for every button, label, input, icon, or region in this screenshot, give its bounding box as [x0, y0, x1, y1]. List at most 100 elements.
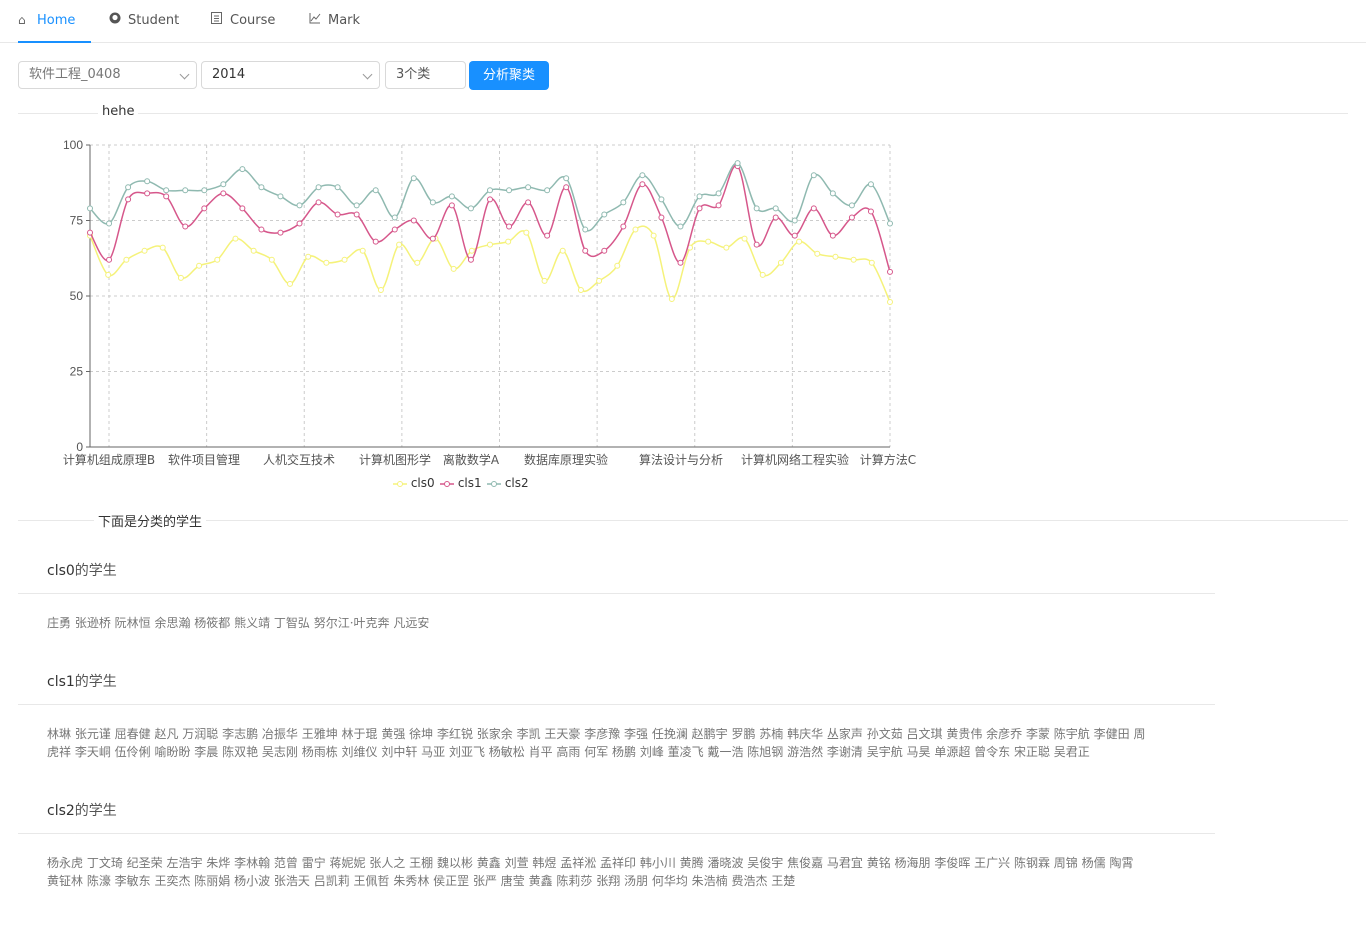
data-point-cls1	[410, 217, 417, 224]
cls1-suffix: 的学生	[74, 674, 117, 690]
data-point-cls2	[448, 193, 455, 200]
data-point-cls1	[867, 208, 874, 215]
data-point-cls1	[125, 196, 132, 203]
chart-divider-label: hehe	[98, 104, 139, 119]
data-point-cls0	[796, 238, 803, 245]
legend-cls2[interactable]: cls2	[487, 476, 529, 490]
data-point-cls1	[144, 190, 151, 197]
data-point-cls2	[544, 187, 551, 194]
x-tick-label: 数据库原理实验	[524, 452, 608, 467]
data-point-cls1	[391, 226, 398, 233]
cls2-student-line1: 杨永虎 丁文琦 纪圣荣 左浩宇 朱烨 李林翰 范曾 雷宁 蒋妮妮 张人之 王棚 …	[47, 856, 1134, 870]
data-point-cls0	[487, 241, 493, 248]
data-point-cls0	[868, 259, 875, 266]
data-point-cls2	[467, 205, 474, 212]
cls2-student-line2: 黄钲林 陈濠 李敏东 王奕杰 陈丽娟 杨小波 张浩天 吕凯莉 王佩哲 朱秀林 侯…	[47, 874, 796, 888]
data-point-cls2	[772, 205, 779, 212]
legend-cls1-label: cls1	[457, 476, 482, 490]
data-point-cls1	[620, 223, 627, 230]
data-point-cls2	[372, 187, 379, 194]
year-select[interactable]: 2014	[201, 61, 380, 89]
data-point-cls1	[753, 241, 760, 248]
data-point-cls1	[296, 220, 303, 227]
data-point-cls0	[268, 256, 275, 263]
legend-cls0-label: cls0	[410, 476, 435, 490]
x-tick-label: 计算机组成原理B	[63, 452, 155, 467]
score-line-chart: 0 25 50 75 100 计算机组成原理B 软件项目管理 人机交互技术 计算机图形学 离散数学…	[63, 138, 916, 467]
x-tick-label: 计算机网络工程实验	[741, 452, 849, 467]
data-point-cls1	[601, 247, 608, 254]
data-point-cls2	[353, 202, 360, 209]
nav-student[interactable]: Student	[109, 0, 179, 41]
nav-course[interactable]: Course	[211, 0, 275, 41]
data-point-cls0	[359, 247, 366, 254]
data-point-cls1	[201, 205, 208, 212]
data-point-cls0	[614, 262, 621, 269]
data-point-cls2	[201, 187, 208, 194]
book-icon	[211, 0, 223, 40]
data-point-cls1	[277, 229, 284, 236]
data-point-cls1	[258, 226, 265, 233]
data-point-cls0	[141, 247, 148, 254]
data-point-cls0	[287, 280, 293, 287]
data-point-cls1	[544, 232, 551, 239]
data-point-cls1	[696, 205, 703, 212]
data-point-cls0	[650, 232, 657, 239]
y-tick-label: 100	[63, 138, 83, 152]
data-point-cls0	[323, 259, 330, 266]
data-point-cls2	[677, 223, 684, 230]
legend-cls0[interactable]: cls0	[393, 476, 435, 490]
data-point-cls0	[705, 238, 712, 245]
legend-cls2-label: cls2	[504, 476, 529, 490]
data-point-cls0	[632, 226, 639, 233]
cls2-student-list: 杨永虎 丁文琦 纪圣荣 左浩宇 朱烨 李林翰 范曾 雷宁 蒋妮妮 张人之 王棚 …	[47, 854, 1197, 890]
data-point-cls2	[125, 184, 132, 191]
data-point-cls2	[658, 196, 665, 203]
data-point-cls0	[541, 277, 548, 284]
cluster-count-placeholder: 3个类	[396, 67, 431, 82]
data-point-cls0	[777, 259, 784, 266]
nav-course-label: Course	[230, 13, 276, 28]
data-point-cls2	[639, 172, 646, 179]
home-icon: ⌂	[18, 13, 26, 27]
cls2-separator	[18, 833, 1215, 834]
x-tick-label: 人机交互技术	[263, 452, 335, 467]
nav-home[interactable]: ⌂ Home	[18, 0, 91, 43]
cls1-student-list: 林琳 张元谨 屈春健 赵凡 万润聪 李志鹏 冶振华 王雅坤 林于琨 黄强 徐坤 …	[47, 725, 1197, 761]
chart-divider	[18, 113, 1348, 114]
nav-home-label: Home	[37, 13, 76, 28]
data-point-cls0	[196, 262, 203, 269]
cluster-count-input[interactable]: 3个类	[385, 61, 466, 89]
y-tick-label: 50	[70, 289, 84, 303]
data-point-cls2	[734, 160, 741, 167]
legend-cls1[interactable]: cls1	[440, 476, 482, 490]
y-tick-label: 0	[76, 440, 83, 454]
cls0-name: cls0	[47, 563, 75, 579]
data-point-cls0	[887, 299, 893, 306]
data-point-cls1	[239, 205, 246, 212]
data-point-cls1	[715, 202, 722, 209]
data-point-cls0	[305, 253, 312, 260]
data-point-cls2	[791, 217, 798, 224]
class-select[interactable]: 软件工程_0408	[18, 61, 197, 89]
data-point-cls1	[887, 268, 893, 275]
cls0-suffix: 的学生	[74, 563, 117, 579]
data-point-cls2	[887, 220, 893, 227]
top-navigation: ⌂ Home Student Course Mark	[0, 0, 1366, 43]
data-point-cls0	[577, 286, 584, 293]
data-point-cls2	[277, 193, 284, 200]
cls2-title: cls2的学生	[47, 800, 117, 820]
data-point-cls0	[341, 256, 348, 263]
data-point-cls1	[829, 232, 836, 239]
data-point-cls2	[391, 214, 398, 221]
data-point-cls0	[232, 235, 239, 242]
data-point-cls1	[677, 259, 684, 266]
data-point-cls0	[377, 286, 384, 293]
chevron-down-icon	[362, 69, 373, 80]
data-point-cls0	[468, 247, 475, 254]
nav-mark[interactable]: Mark	[309, 0, 360, 41]
data-point-cls1	[448, 202, 455, 209]
analyze-cluster-button[interactable]: 分析聚类	[469, 61, 549, 90]
x-tick-label: 计算方法C	[860, 452, 916, 467]
cls2-suffix: 的学生	[74, 803, 117, 819]
